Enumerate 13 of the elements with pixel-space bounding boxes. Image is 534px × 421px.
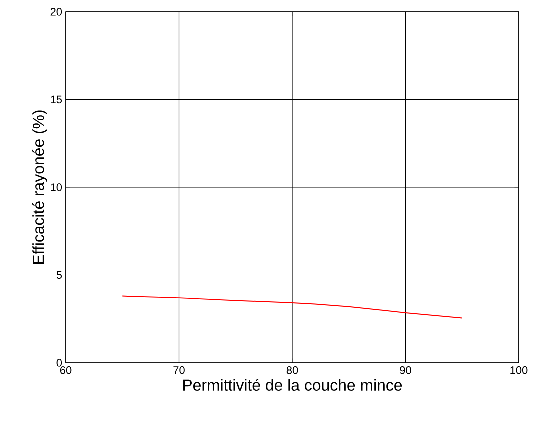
- x-tick-label: 60: [60, 366, 72, 374]
- x-tick-label: 80: [286, 366, 298, 374]
- y-tick-label: 0: [56, 359, 62, 367]
- line-series: [122, 296, 463, 319]
- x-axis-title: Permittivité de la couche mince: [184, 379, 402, 392]
- y-tick-label: 15: [51, 96, 62, 104]
- y-tick-label: 5: [56, 271, 62, 280]
- x-tick-label: 90: [400, 366, 412, 374]
- y-tick-label: 20: [50, 8, 62, 16]
- y-tick-label: 10: [51, 184, 62, 192]
- x-tick-label: 70: [174, 366, 185, 374]
- x-tick-label: 100: [510, 366, 528, 374]
- y-axis-title: Efficacité rayonée (%): [32, 110, 48, 264]
